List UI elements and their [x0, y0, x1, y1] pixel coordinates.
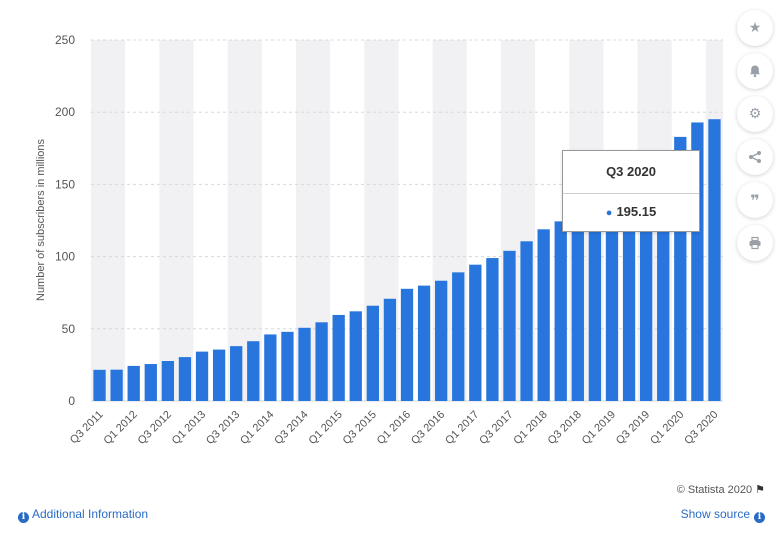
x-tick-label: Q3 2015 — [341, 409, 379, 447]
bar — [127, 365, 140, 401]
x-tick-label: Q3 2011 — [68, 409, 106, 447]
x-tick-label: Q1 2015 — [306, 409, 344, 447]
print-icon-glyph — [749, 236, 761, 250]
additional-information-label: Additional Information — [32, 507, 149, 521]
bar — [435, 280, 448, 401]
info-icon: i — [18, 512, 29, 523]
bell-icon-glyph — [750, 65, 760, 78]
star-icon[interactable]: ★ — [737, 10, 773, 46]
bar — [161, 361, 175, 401]
x-tick-label: Q3 2019 — [614, 409, 652, 447]
bar — [554, 221, 567, 401]
x-tick-label: Q1 2019 — [580, 409, 618, 447]
bar — [264, 334, 277, 401]
bar — [366, 305, 379, 401]
bar — [315, 322, 328, 401]
bar — [417, 285, 431, 401]
bar — [708, 119, 721, 401]
bar — [400, 288, 414, 401]
quote-icon[interactable]: ❞ — [737, 182, 773, 218]
x-tick-label: Q3 2016 — [409, 409, 447, 447]
x-tick-label: Q1 2013 — [170, 409, 208, 447]
info-icon: i — [754, 512, 765, 523]
x-tick-label: Q3 2017 — [477, 409, 515, 447]
x-tick-label: Q1 2018 — [511, 409, 549, 447]
background-band — [159, 40, 194, 401]
y-tick-label: 150 — [55, 177, 75, 191]
tooltip-title: Q3 2020 — [563, 151, 699, 194]
bar — [230, 346, 243, 401]
print-icon[interactable] — [737, 225, 773, 261]
show-source-link[interactable]: Show source i — [681, 507, 765, 523]
bar — [93, 369, 106, 401]
tooltip-value: 195.15 — [616, 204, 657, 219]
x-tick-label: Q3 2014 — [272, 409, 310, 447]
y-axis-label: Number of subscribers in millions — [35, 139, 47, 301]
x-tick-label: Q1 2016 — [375, 409, 413, 447]
x-tick-label: Q3 2020 — [682, 409, 720, 447]
bar — [247, 341, 260, 401]
bar — [281, 331, 294, 401]
bar — [383, 298, 397, 401]
bar — [110, 369, 123, 401]
additional-information-link[interactable]: i Additional Information — [18, 507, 148, 523]
bar — [452, 272, 465, 401]
bar — [486, 258, 499, 401]
bar — [332, 314, 345, 401]
x-tick-label: Q1 2014 — [238, 409, 276, 447]
y-tick-label: 250 — [55, 33, 75, 47]
bar — [520, 241, 533, 401]
y-tick-label: 200 — [55, 105, 75, 119]
bar — [503, 250, 516, 401]
bar — [144, 364, 157, 401]
y-tick-label: 50 — [62, 322, 76, 336]
bar — [178, 357, 192, 401]
bar — [469, 264, 482, 401]
bar — [588, 199, 602, 401]
bar — [298, 327, 311, 401]
y-tick-label: 100 — [55, 250, 75, 264]
share-icon-glyph — [749, 151, 761, 163]
bar — [195, 351, 209, 401]
credit-text: © Statista 2020 — [676, 484, 753, 496]
bar — [537, 229, 550, 401]
y-tick-label: 0 — [68, 394, 75, 408]
x-tick-label: Q3 2018 — [546, 409, 584, 447]
bar — [349, 311, 362, 401]
data-tooltip: Q3 2020 ● 195.15 — [562, 150, 700, 232]
series-dot-icon: ● — [605, 207, 613, 219]
flag-icon: ⚑ — [755, 484, 765, 496]
x-tick-label: Q1 2017 — [443, 409, 481, 447]
gear-icon[interactable]: ⚙ — [737, 96, 773, 132]
bell-icon[interactable] — [737, 53, 773, 89]
x-tick-label: Q1 2020 — [648, 409, 686, 447]
background-band — [227, 40, 262, 401]
toolbar-sidebar: ★ ⚙ ❞ — [737, 10, 773, 261]
share-icon[interactable] — [737, 139, 773, 175]
x-tick-label: Q3 2012 — [136, 409, 174, 447]
background-band — [91, 40, 126, 401]
x-tick-label: Q3 2013 — [204, 409, 242, 447]
tooltip-body: ● 195.15 — [563, 194, 699, 230]
x-tick-label: Q1 2012 — [101, 409, 139, 447]
bar — [605, 185, 619, 401]
bar — [622, 182, 636, 401]
show-source-label: Show source — [680, 507, 750, 521]
bar — [212, 349, 226, 401]
statista-credit[interactable]: © Statista 2020 ⚑ — [677, 483, 765, 496]
y-tick-labels: 0 50 100 150 200 250 — [55, 33, 75, 408]
bar — [571, 212, 584, 401]
